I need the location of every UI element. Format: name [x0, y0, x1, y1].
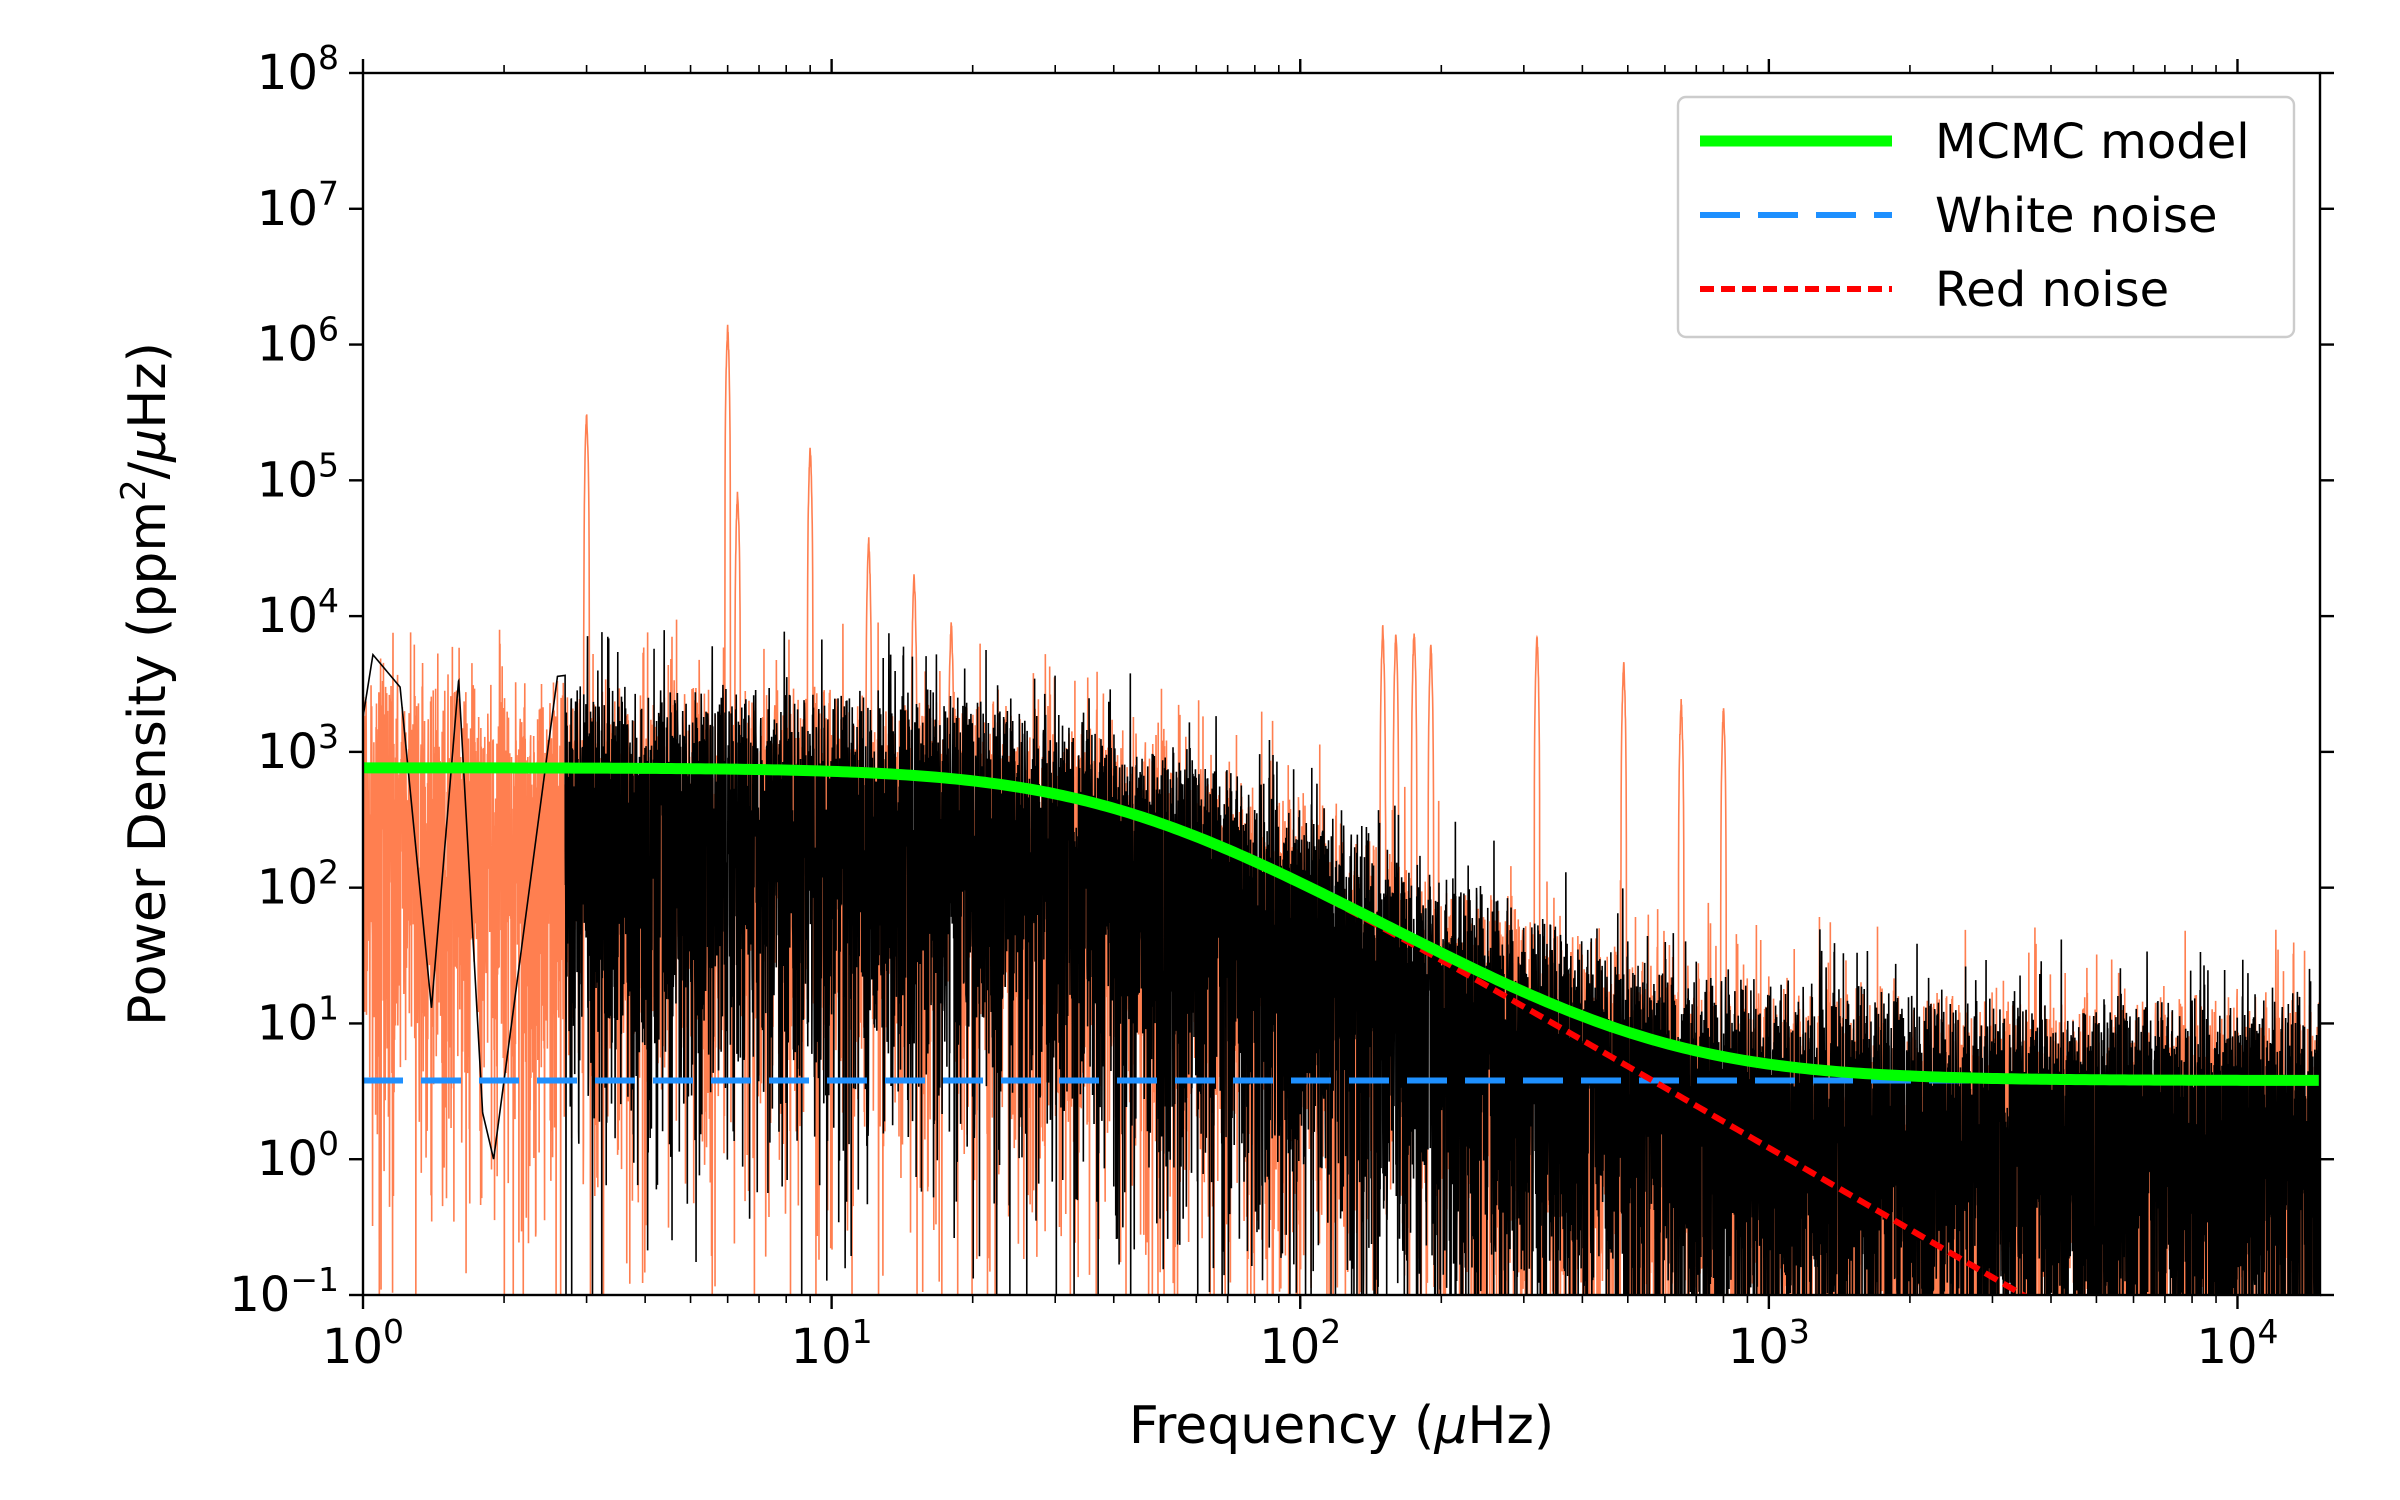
- y-tick-label: 100: [257, 1124, 339, 1187]
- x-tick-label: 104: [2196, 1312, 2278, 1375]
- y-tick-label: 105: [257, 445, 339, 508]
- y-tick-label: 104: [257, 581, 339, 644]
- y-tick-label: 103: [257, 717, 339, 780]
- x-tick-label: 101: [791, 1312, 873, 1375]
- y-axis-label: Power Density (ppm2/μHz): [114, 342, 178, 1026]
- smoothed-spectrum-line: [363, 630, 2320, 1295]
- legend-label: Red noise: [1935, 262, 2169, 318]
- model-curves: [363, 762, 2320, 1295]
- y-tick-label: 101: [257, 988, 339, 1051]
- legend-label: MCMC model: [1935, 114, 2250, 170]
- smoothed-spectrum-series: [363, 630, 2320, 1295]
- x-tick-label: 100: [322, 1312, 404, 1375]
- axis-ticks: [349, 59, 2334, 1309]
- axes-frame: [361, 71, 2322, 1297]
- chart-legend: MCMC model White noise Red noise: [1676, 95, 2296, 339]
- y-tick-label: 10−1: [229, 1260, 339, 1323]
- axis-labels: 100 101 102 103 10410−1100101102103104105106…: [114, 38, 2279, 1456]
- x-tick-label: 103: [1728, 1312, 1810, 1375]
- x-axis-label: Frequency (μHz): [1129, 1396, 1554, 1456]
- legend-box: [1676, 95, 2296, 339]
- y-tick-label: 102: [257, 853, 339, 916]
- mcmc-model-line: [363, 762, 2320, 1086]
- plot-area: [363, 324, 2320, 1295]
- y-tick-label: 107: [257, 174, 339, 237]
- legend-label: White noise: [1935, 188, 2218, 244]
- plot-border: [361, 71, 2322, 1297]
- y-tick-label: 108: [257, 38, 339, 101]
- x-tick-label: 102: [1259, 1312, 1341, 1375]
- y-tick-label: 106: [257, 310, 339, 373]
